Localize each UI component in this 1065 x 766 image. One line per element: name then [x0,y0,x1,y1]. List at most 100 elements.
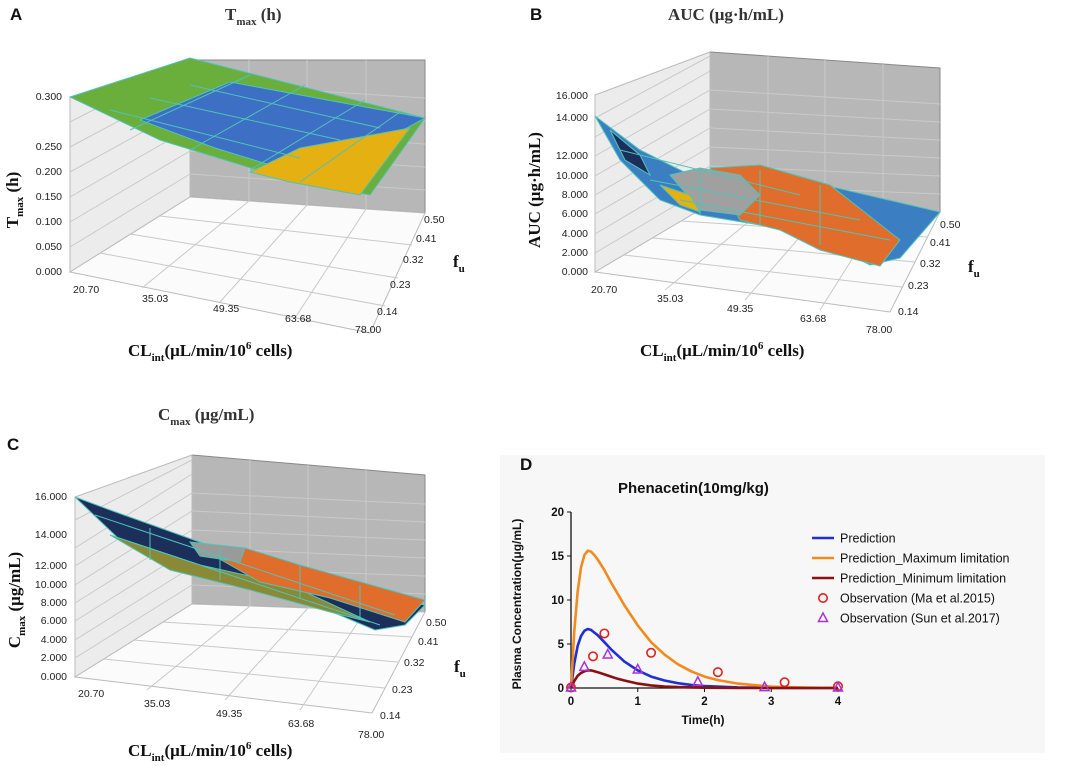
svg-text:35.03: 35.03 [144,698,170,710]
svg-text:0.50: 0.50 [426,617,447,629]
panel-a-surface-mesh [109,74,401,183]
svg-text:0.150: 0.150 [36,191,62,203]
panel-a-x-label: CLint(μL/min/106 cells) [128,340,292,364]
legend-label: Prediction [840,532,896,546]
panel-c-z-label: Cmax (μg/mL) [5,552,28,648]
obs-sun-point [601,647,614,659]
legend-label: Prediction_Minimum limitation [840,572,1006,586]
panel-b-x-axis: 20.70 35.03 49.35 63.68 78.00 [591,284,892,336]
svg-text:0.250: 0.250 [36,141,62,153]
d-x-tick-label: 1 [635,696,642,708]
panel-b-surface-orange [709,164,901,267]
svg-text:0.000: 0.000 [41,671,67,683]
obs-sun-point [692,675,704,687]
svg-text:12.000: 12.000 [35,560,67,572]
panel-b-title: AUC (μg·h/mL) [668,5,784,24]
panel-d: D Phenacetin(10mg/kg) Plasma Concentrati… [500,455,1045,753]
svg-text:0.000: 0.000 [36,266,62,278]
series-line-1 [569,549,839,690]
svg-text:10.000: 10.000 [556,170,588,182]
d-x-tick-label: 0 [568,696,574,708]
legend-swatch-triangle [817,611,829,623]
svg-text:0.41: 0.41 [930,237,951,249]
d-x-tick-label: 2 [701,696,707,708]
panel-b-surface-mesh [619,149,891,245]
panel-c-x-axis: 20.70 35.03 49.35 63.68 78.00 [78,688,384,741]
svg-text:4.000: 4.000 [41,634,67,646]
panel-c-label: C [7,435,19,454]
panel-d-x-label: Time(h) [681,713,724,727]
svg-text:8.000: 8.000 [41,597,67,609]
panel-d-series [565,549,844,693]
svg-text:4.000: 4.000 [562,228,588,240]
d-y-tick-label: 15 [551,551,564,563]
d-y-tick-label: 5 [558,639,565,651]
svg-text:0.300: 0.300 [36,91,62,103]
d-y-tick-label: 0 [558,683,564,695]
panel-a-z-label: Tmax (h) [3,172,26,229]
svg-text:0.23: 0.23 [390,279,411,291]
panel-a-floor [68,196,426,334]
d-y-tick-label: 20 [551,507,564,519]
svg-text:16.000: 16.000 [35,491,67,503]
panel-c-y-label: fu [454,657,466,680]
panel-a-label: A [10,5,22,24]
svg-text:14.000: 14.000 [556,112,588,124]
svg-text:78.00: 78.00 [355,324,381,336]
svg-text:0.14: 0.14 [898,306,919,318]
panel-c: C Cmax (μg/mL) 0. [5,405,466,764]
svg-text:0.41: 0.41 [416,233,437,245]
svg-text:78.00: 78.00 [358,729,384,741]
panel-b: B AUC (μg·h/mL) [525,5,980,364]
svg-text:0.14: 0.14 [377,306,398,318]
svg-text:0.32: 0.32 [920,258,941,270]
obs-ma-point [779,677,790,688]
svg-text:0.050: 0.050 [36,241,62,253]
svg-text:0.50: 0.50 [940,219,961,231]
panel-b-z-label: AUC (μg·h/mL) [525,132,544,248]
svg-text:10.000: 10.000 [35,579,67,591]
panel-c-floor [73,603,426,714]
svg-text:8.000: 8.000 [562,189,588,201]
svg-text:0.000: 0.000 [562,266,588,278]
legend-label: Observation (Sun et al.2017) [840,612,1000,626]
svg-text:0.32: 0.32 [404,657,425,669]
svg-text:35.03: 35.03 [657,293,683,305]
svg-text:0.100: 0.100 [36,216,62,228]
svg-text:63.68: 63.68 [800,313,826,325]
svg-text:49.35: 49.35 [216,708,242,720]
d-x-tick-label: 3 [768,696,774,708]
svg-text:49.35: 49.35 [727,303,753,315]
svg-text:35.03: 35.03 [142,293,168,305]
panel-b-z-axis: 0.000 2.000 4.000 6.000 8.000 10.000 12.… [556,90,588,278]
svg-text:0.23: 0.23 [392,684,413,696]
svg-text:0.14: 0.14 [380,710,401,722]
svg-text:12.000: 12.000 [556,150,588,162]
panel-b-label: B [530,5,542,24]
panel-d-y-label: Plasma Concentration(μg/mL) [510,519,524,690]
panel-a-y-axis: 0.14 0.23 0.32 0.41 0.50 [377,214,445,318]
panel-c-surface-mesh [94,514,396,626]
obs-sun-point [565,680,577,692]
panel-b-x-label: CLint(μL/min/106 cells) [640,340,804,364]
panel-a-title: Tmax (h) [225,5,282,28]
panel-a: A Tmax (h) [3,5,465,364]
panel-a-z-axis: 0.000 0.050 0.100 0.150 0.200 0.250 0.30… [36,91,62,278]
legend-label: Prediction_Maximum limitation [840,552,1010,566]
svg-text:16.000: 16.000 [556,90,588,102]
obs-ma-point [712,667,723,678]
svg-text:0.200: 0.200 [36,166,62,178]
svg-text:63.68: 63.68 [285,313,311,325]
svg-text:14.000: 14.000 [35,529,67,541]
panel-d-legend: Prediction Prediction_Maximum limitation P… [812,532,1010,626]
svg-text:2.000: 2.000 [562,247,588,259]
panel-c-z-axis: 0.000 2.000 4.000 6.000 8.000 10.000 12.… [35,491,67,683]
panel-d-title: Phenacetin(10mg/kg) [618,480,769,497]
panel-b-y-label: fu [968,257,980,280]
obs-sun-point [632,662,644,674]
panel-b-y-axis: 0.14 0.23 0.32 0.41 0.50 [898,219,961,318]
panel-a-y-label: fu [453,252,465,275]
series-line-2 [569,669,838,690]
obs-ma-point [646,647,657,658]
